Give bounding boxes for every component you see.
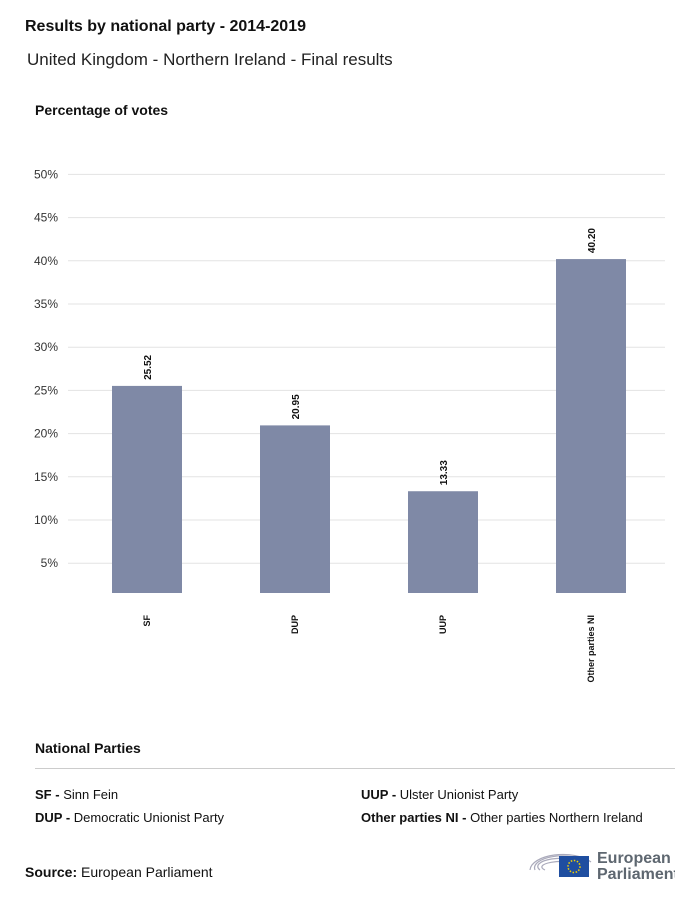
x-tick-label: Other parties NI bbox=[586, 615, 596, 683]
y-tick-label: 5% bbox=[41, 556, 59, 570]
chart-subtitle: United Kingdom - Northern Ireland - Fina… bbox=[27, 50, 393, 69]
y-tick-label: 30% bbox=[34, 340, 58, 354]
data-label: 20.95 bbox=[291, 394, 302, 419]
y-tick-label: 15% bbox=[34, 470, 58, 484]
bar bbox=[260, 425, 330, 593]
bar bbox=[556, 259, 626, 593]
y-tick-label: 25% bbox=[34, 383, 58, 397]
y-tick-label: 35% bbox=[34, 297, 58, 311]
x-tick-label: DUP bbox=[290, 615, 300, 634]
y-tick-label: 10% bbox=[34, 513, 58, 527]
y-tick-label: 20% bbox=[34, 427, 58, 441]
european-parliament-logo: European Parliament bbox=[525, 842, 679, 887]
svg-text:European: European bbox=[597, 850, 671, 867]
legend-item: DUP - Democratic Unionist Party bbox=[35, 810, 225, 825]
bar bbox=[112, 385, 182, 593]
y-tick-label: 50% bbox=[34, 167, 58, 181]
legend-item: Other parties NI - Other parties Norther… bbox=[361, 810, 643, 825]
legend-title: National Parties bbox=[35, 740, 141, 756]
chart-title: Results by national party - 2014-2019 bbox=[25, 18, 306, 35]
data-label: 25.52 bbox=[143, 354, 154, 379]
data-label: 40.20 bbox=[587, 228, 598, 253]
y-tick-label: 40% bbox=[34, 254, 58, 268]
x-tick-label: UUP bbox=[438, 615, 448, 634]
data-label: 13.33 bbox=[439, 460, 450, 485]
legend-item: UUP - Ulster Unionist Party bbox=[361, 787, 519, 802]
legend-divider bbox=[35, 768, 675, 769]
y-tick-label: 45% bbox=[34, 211, 58, 225]
svg-text:Parliament: Parliament bbox=[597, 866, 675, 882]
x-tick-label: SF bbox=[142, 615, 152, 627]
legend-item: SF - Sinn Fein bbox=[35, 787, 119, 802]
source-note: Source: European Parliament bbox=[25, 864, 213, 880]
bar-chart: 5% 10% 15% 20% 25% 30% 35% 40% 45% 50% 25.52 SF 20.9… bbox=[34, 167, 665, 683]
y-axis-label: Percentage of votes bbox=[35, 102, 169, 118]
bar bbox=[408, 491, 478, 593]
